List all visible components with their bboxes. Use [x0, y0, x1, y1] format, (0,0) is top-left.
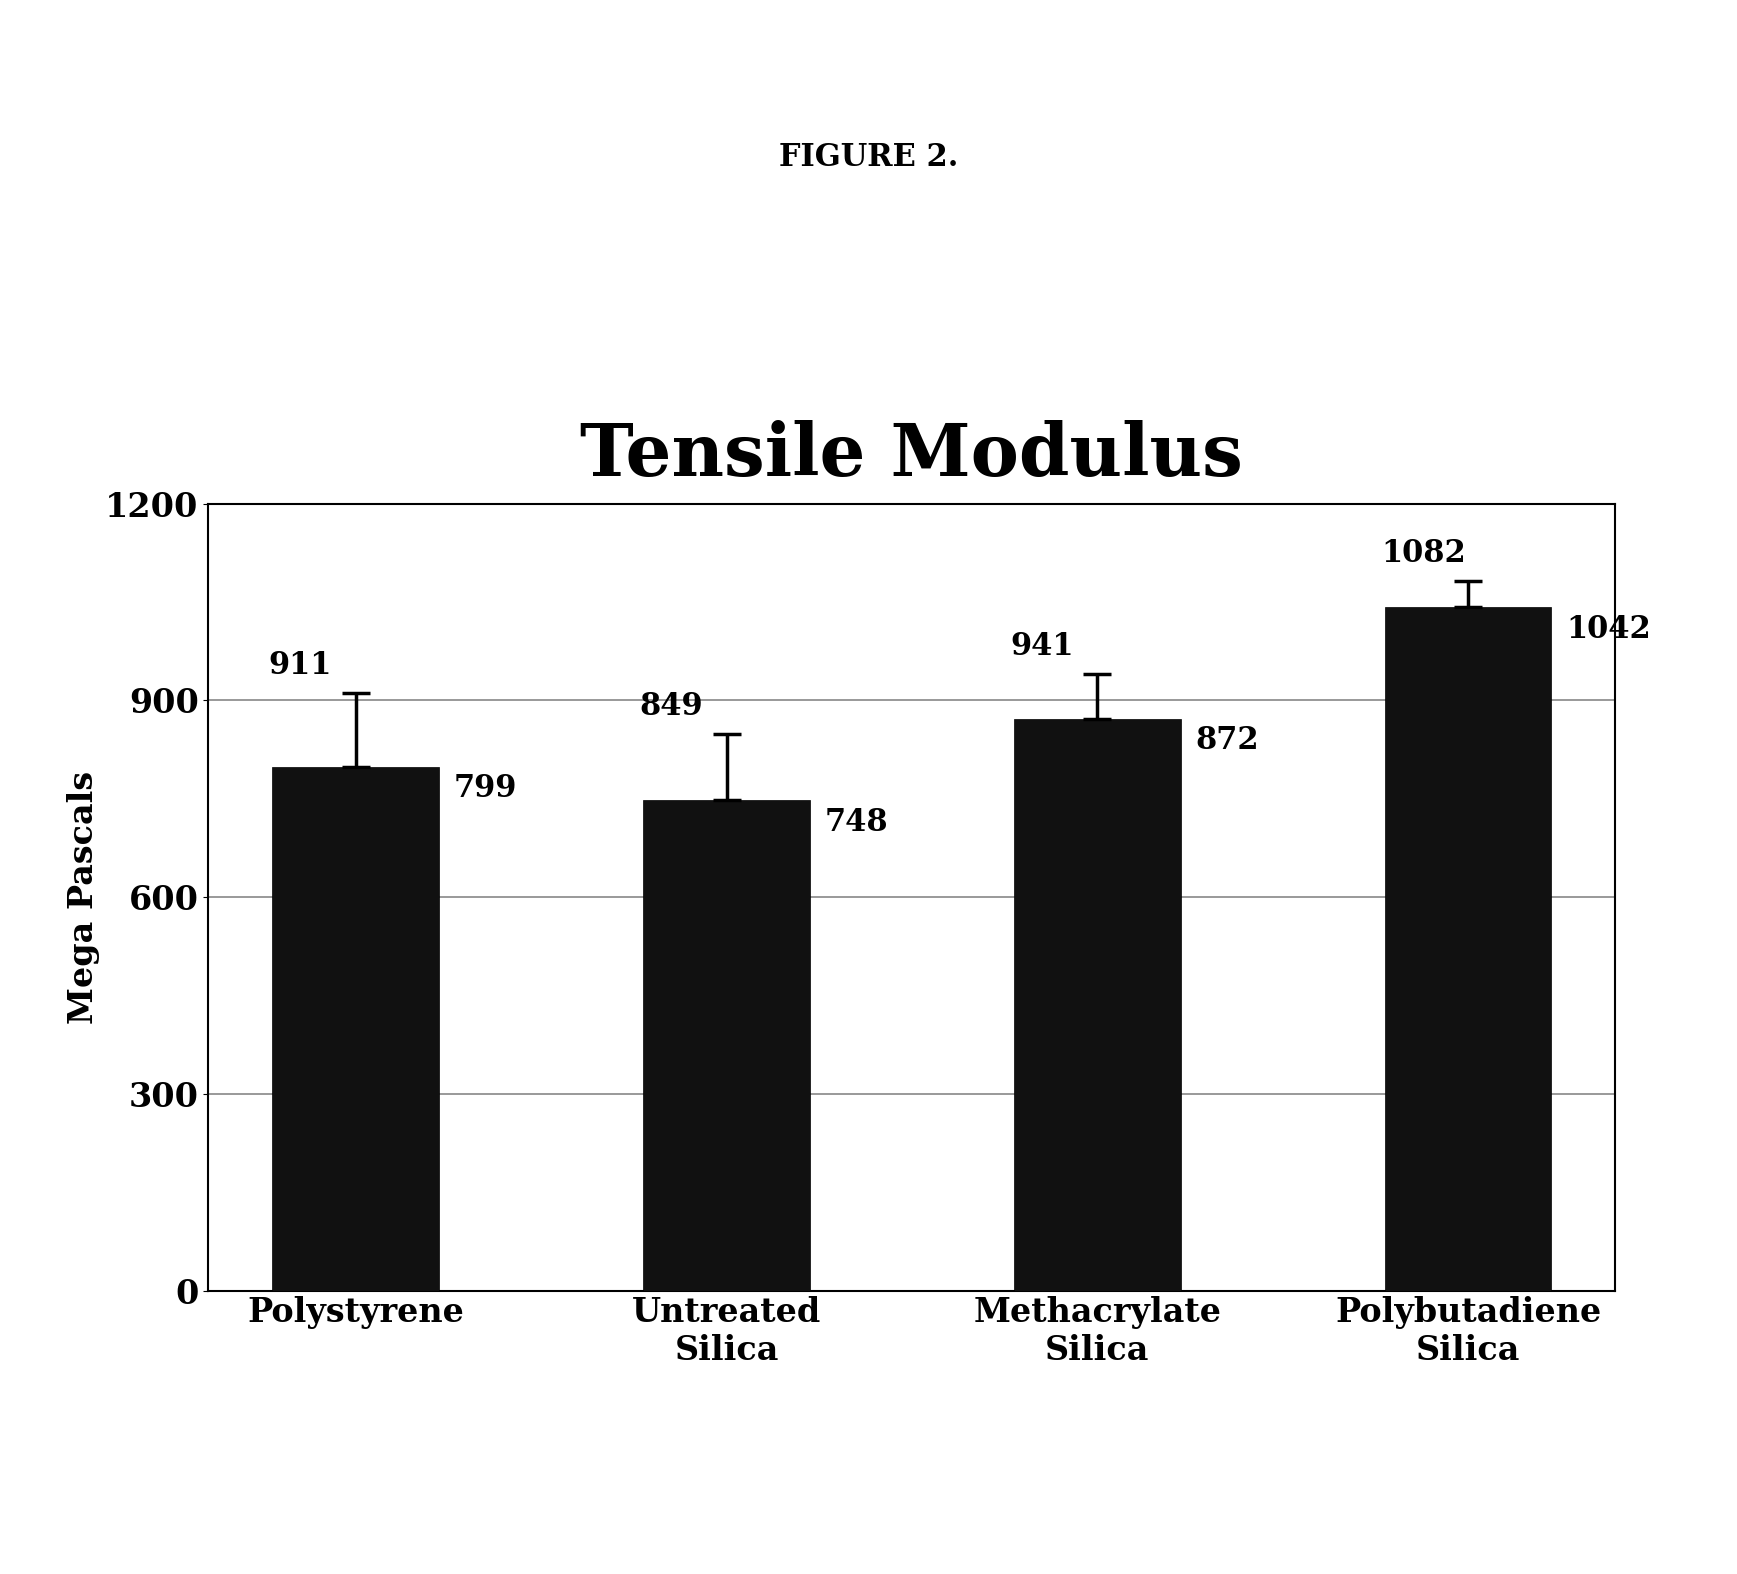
Text: 872: 872 — [1195, 726, 1259, 757]
Bar — [643, 800, 809, 1291]
Text: 748: 748 — [825, 806, 888, 837]
Bar — [1014, 719, 1181, 1291]
Bar — [1384, 608, 1551, 1291]
Bar — [273, 767, 439, 1291]
Text: FIGURE 2.: FIGURE 2. — [778, 142, 959, 173]
Text: 1082: 1082 — [1381, 538, 1466, 570]
Text: 1042: 1042 — [1567, 614, 1652, 645]
Text: 941: 941 — [1011, 631, 1073, 661]
Title: Tensile Modulus: Tensile Modulus — [580, 420, 1244, 491]
Text: 911: 911 — [269, 650, 332, 682]
Text: 799: 799 — [453, 773, 518, 804]
Text: 849: 849 — [639, 691, 703, 722]
Y-axis label: Mega Pascals: Mega Pascals — [66, 771, 99, 1023]
